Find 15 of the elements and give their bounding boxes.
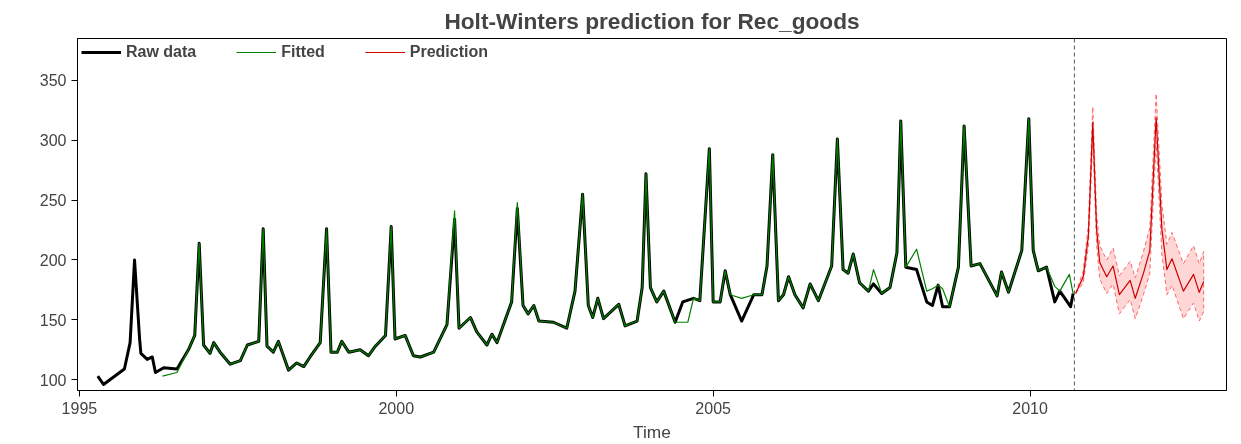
x-tick-label: 1995 xyxy=(61,399,98,417)
legend-label: Raw data xyxy=(126,43,197,61)
legend-label: Fitted xyxy=(281,43,325,61)
y-tick-label: 300 xyxy=(39,132,67,150)
y-tick-label: 350 xyxy=(39,72,67,90)
legend-label: Prediction xyxy=(409,43,489,61)
y-tick-label: 200 xyxy=(39,252,67,269)
x-axis-title: Time xyxy=(633,421,671,442)
y-tick-label: 150 xyxy=(39,311,67,329)
chart-title: Holt-Winters prediction for Rec_goods xyxy=(444,7,860,34)
x-tick-label: 2000 xyxy=(378,399,415,417)
y-tick-label: 250 xyxy=(39,192,67,210)
x-tick-label: 2010 xyxy=(1012,399,1048,417)
x-tick-label: 2005 xyxy=(695,399,732,417)
y-tick-label: 100 xyxy=(39,371,67,389)
